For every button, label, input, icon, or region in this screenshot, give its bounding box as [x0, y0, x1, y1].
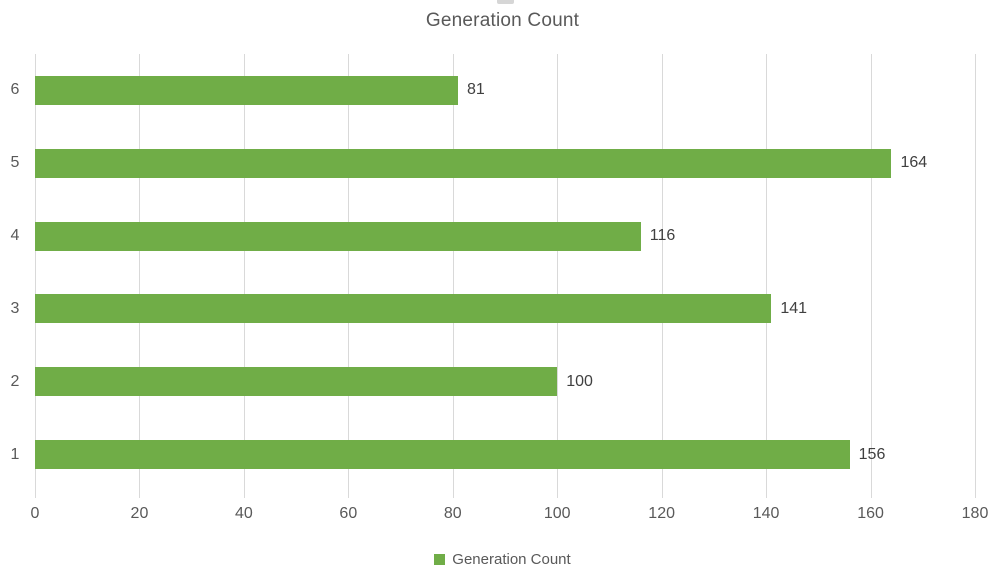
chart-title: Generation Count: [425, 10, 580, 31]
legend-swatch-icon: [434, 554, 446, 565]
legend[interactable]: Generation Count: [0, 551, 1005, 568]
bar-category-6[interactable]: [35, 75, 458, 105]
y-axis-label: 5: [10, 154, 20, 172]
bar-value-label: 81: [467, 81, 485, 99]
bar-row: 6 81: [11, 54, 975, 127]
gridline: [975, 54, 976, 498]
x-tick-label: 120: [648, 505, 676, 522]
y-axis-label: 3: [10, 299, 20, 317]
bar-value-label: 156: [858, 445, 886, 463]
bar-row: 4 116: [11, 200, 975, 273]
gridline: [243, 54, 245, 498]
plot-area: 6 81 5 164 4 116 3 141 2 100 1 156 0 20 40 60 80 100 120 1…: [11, 54, 988, 522]
bar-value-label: 100: [566, 372, 593, 390]
bar-row: 2 100: [11, 345, 975, 418]
bar-row: 3 141: [11, 272, 975, 345]
gridline: [348, 54, 350, 498]
gridline: [870, 54, 872, 498]
bar-category-4[interactable]: [35, 221, 641, 251]
bar-rows: 6 81 5 164 4 116 3 141 2 100 1 156: [11, 54, 975, 491]
x-tick-label: 180: [961, 505, 989, 522]
bar-row: 5 164: [11, 127, 975, 200]
gridline: [139, 54, 141, 498]
bar-category-5[interactable]: [35, 148, 892, 178]
x-tick-label: 40: [234, 505, 253, 522]
x-axis: 0 20 40 60 80 100 120 140 160 180: [31, 505, 989, 525]
bar-category-3[interactable]: [35, 294, 772, 324]
x-tick-label: 60: [339, 505, 358, 522]
x-tick-label: 20: [130, 505, 149, 522]
bar-value-label: 116: [649, 227, 676, 245]
y-axis-label: 4: [10, 227, 20, 245]
y-axis-label: 2: [10, 372, 20, 390]
bar-category-2[interactable]: [35, 367, 558, 397]
bar-value-label: 141: [780, 299, 808, 317]
y-axis-label: 6: [10, 81, 20, 99]
gridline: [35, 54, 36, 498]
gridline: [766, 54, 768, 498]
x-tick-label: 80: [443, 505, 462, 522]
y-axis-label: 1: [10, 445, 20, 463]
chart-top-handle: [497, 0, 514, 4]
gridline: [661, 54, 663, 498]
bar-row: 1 156: [11, 418, 975, 491]
bar-category-1[interactable]: [35, 440, 850, 470]
bar-value-label: 164: [900, 154, 928, 172]
legend-label: Generation Count: [452, 551, 571, 568]
gridline: [557, 54, 559, 498]
x-tick-label: 0: [30, 505, 40, 522]
gridline: [452, 54, 454, 498]
x-tick-label: 160: [857, 505, 884, 522]
x-tick-label: 100: [543, 505, 571, 522]
x-tick-label: 140: [752, 505, 780, 522]
